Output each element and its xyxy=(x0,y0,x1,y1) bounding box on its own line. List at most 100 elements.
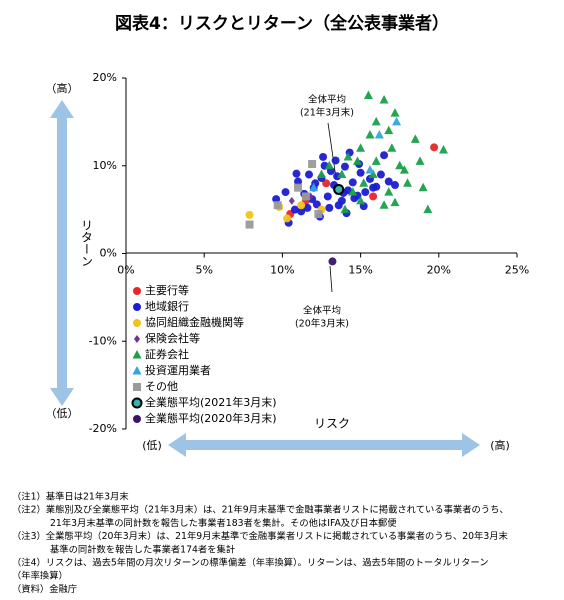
legend-marker xyxy=(133,415,141,423)
point xyxy=(379,200,389,209)
point xyxy=(391,181,400,190)
x-tick-label: 20% xyxy=(427,264,451,277)
legend-marker xyxy=(133,287,141,295)
point xyxy=(390,108,400,117)
point xyxy=(292,169,301,178)
leader-line xyxy=(329,265,333,293)
point xyxy=(356,143,366,152)
point xyxy=(369,183,378,192)
legend-label: 投資運用業者 xyxy=(145,363,211,377)
x-tick-label: 0% xyxy=(117,264,134,277)
annotation: 全体平均 xyxy=(308,94,346,106)
point xyxy=(361,188,370,197)
point xyxy=(350,194,359,203)
point xyxy=(371,156,381,165)
point xyxy=(399,165,409,174)
y-arrow xyxy=(50,100,74,406)
point xyxy=(418,182,428,192)
y-tick-label: 0% xyxy=(100,247,117,260)
note: （注3）全業態平均（20年3月末）は、21年9月末基準で金融事業者リストに掲載さ… xyxy=(12,530,508,542)
point xyxy=(340,162,349,171)
y-tick-label: -20% xyxy=(89,422,117,435)
point xyxy=(387,143,397,152)
point xyxy=(380,151,389,160)
point xyxy=(365,130,375,139)
point xyxy=(312,200,321,209)
point xyxy=(410,134,420,143)
point xyxy=(272,195,281,204)
point xyxy=(390,197,400,207)
y-tick-label: 10% xyxy=(93,159,117,172)
x-axis-label: リスク xyxy=(314,417,350,431)
point xyxy=(356,168,365,177)
y-high-label: （高） xyxy=(46,81,79,95)
legend-marker xyxy=(133,383,141,391)
point xyxy=(324,160,334,170)
legend-marker xyxy=(133,303,141,311)
point xyxy=(423,204,433,214)
legend-label: 全業態平均(2020年3月末) xyxy=(145,411,277,425)
point xyxy=(415,156,425,165)
point xyxy=(331,156,340,165)
note: 21年3月末基準の同計数を報告した事業者183者を集計。その他はIFA及び日本郵… xyxy=(50,517,397,529)
point xyxy=(245,220,254,229)
note: （資料）金融庁 xyxy=(12,583,77,595)
point xyxy=(281,188,290,197)
chart-title: 図表4：リスクとリターン（全公表事業者） xyxy=(115,13,449,34)
y-axis-label: リターン xyxy=(80,219,94,267)
point xyxy=(323,192,332,201)
x-low-label: (低) xyxy=(142,439,162,452)
point xyxy=(283,214,292,223)
legend-marker xyxy=(132,366,142,375)
legend-label: その他 xyxy=(145,380,178,393)
point xyxy=(309,182,319,192)
point xyxy=(369,192,378,201)
point xyxy=(376,170,385,179)
point xyxy=(368,169,378,179)
leader-line xyxy=(327,122,337,179)
point xyxy=(297,201,306,210)
legend-marker xyxy=(133,319,141,327)
point xyxy=(337,169,347,179)
point xyxy=(395,160,405,170)
point xyxy=(365,165,375,174)
point xyxy=(334,201,343,210)
point xyxy=(374,130,384,139)
x-tick-label: 5% xyxy=(195,264,212,277)
point xyxy=(288,196,295,205)
point xyxy=(438,144,448,154)
point xyxy=(322,179,331,188)
point xyxy=(333,172,342,181)
point xyxy=(319,152,328,161)
x-tick-label: 15% xyxy=(348,264,372,277)
point xyxy=(430,143,439,152)
y-tick-label: -10% xyxy=(89,334,117,347)
point xyxy=(333,183,345,195)
x-high-label: (高) xyxy=(490,438,510,452)
point xyxy=(348,187,358,196)
annotation: (20年3月末) xyxy=(295,318,349,330)
legend-label: 全業態平均(2021年3月末) xyxy=(145,395,277,409)
point xyxy=(359,178,369,187)
point xyxy=(308,159,317,168)
x-tick-label: 10% xyxy=(270,264,294,277)
point xyxy=(363,90,373,100)
point xyxy=(303,203,312,212)
point xyxy=(294,177,303,186)
point xyxy=(343,151,353,161)
point xyxy=(371,116,381,126)
legend-marker xyxy=(132,350,142,359)
point xyxy=(301,192,310,201)
point xyxy=(304,170,313,179)
x-tick-label: 25% xyxy=(505,264,529,277)
point xyxy=(273,201,282,210)
point xyxy=(328,257,337,266)
point xyxy=(340,204,350,214)
point xyxy=(290,205,299,214)
note: （注4）リスクは、過去5年間の月次リターンの標準偏差（年率換算）。リターンは、過… xyxy=(12,557,489,569)
point xyxy=(384,187,394,196)
legend-label: 地域銀行 xyxy=(145,299,189,313)
legend-label: 証券会社 xyxy=(145,347,189,361)
point xyxy=(297,207,306,216)
